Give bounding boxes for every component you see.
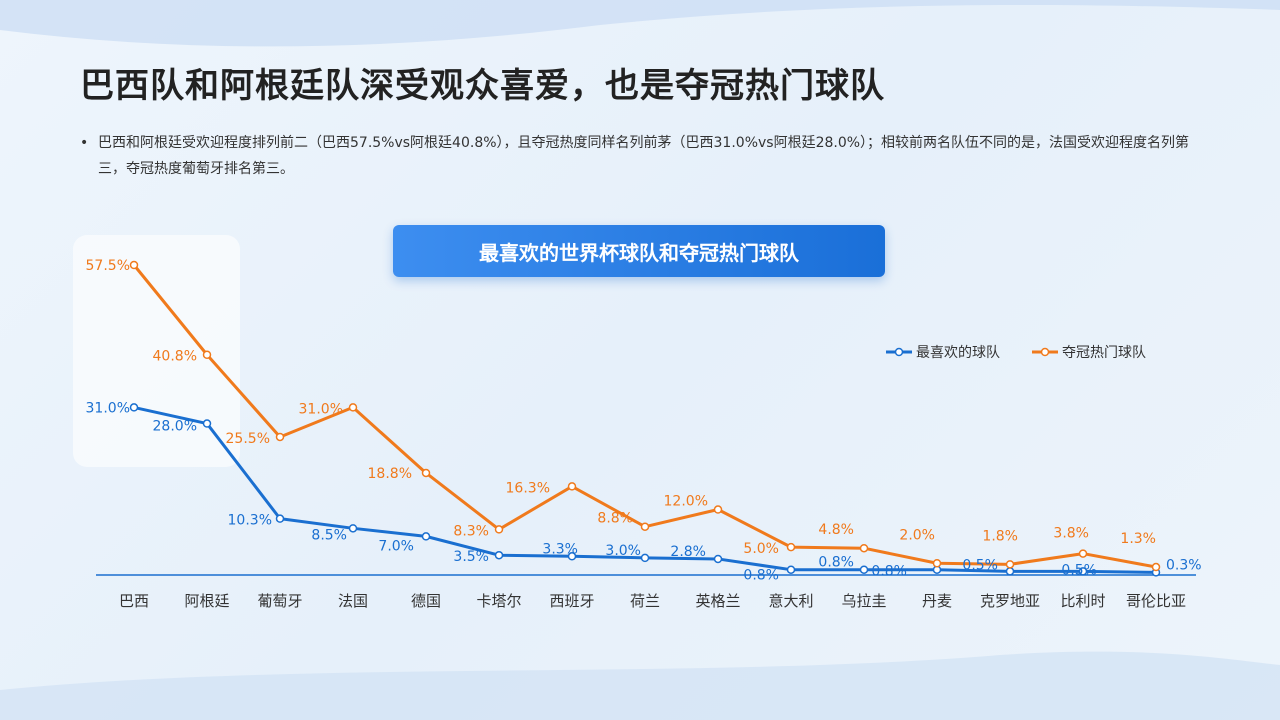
data-label: 8.8% — [597, 511, 633, 527]
data-label: 4.8% — [818, 522, 854, 538]
data-label: 3.8% — [1053, 526, 1089, 542]
x-tick-label: 葡萄牙 — [257, 592, 302, 610]
data-point — [421, 468, 431, 478]
bottom-wave-decoration — [0, 651, 1280, 720]
data-point — [202, 350, 212, 359]
x-tick-label: 哥伦比亚 — [1126, 592, 1186, 610]
data-point — [1151, 562, 1161, 572]
data-point — [494, 525, 504, 534]
data-point — [786, 542, 796, 552]
legend-marker-champion — [1040, 347, 1050, 357]
data-label: 31.0% — [299, 401, 343, 417]
data-point — [1005, 567, 1015, 576]
data-label: 1.3% — [1120, 531, 1156, 547]
data-label: 3.0% — [605, 543, 641, 559]
data-point — [1005, 560, 1015, 569]
data-label: 2.8% — [670, 544, 706, 560]
top-wave-decoration — [0, 0, 1280, 47]
data-point — [713, 505, 723, 514]
data-label: 0.5% — [1061, 562, 1097, 578]
data-point — [567, 552, 577, 561]
bullet-dot: • — [80, 135, 89, 151]
x-tick-label: 乌拉圭 — [841, 592, 886, 610]
data-label: 40.8% — [153, 349, 197, 365]
chart-title: 最喜欢的世界杯球队和夺冠热门球队 — [393, 225, 885, 277]
x-tick-label: 克罗地亚 — [980, 592, 1040, 610]
x-tick-label: 卡塔尔 — [476, 592, 521, 610]
data-label: 25.5% — [226, 431, 270, 447]
data-point — [129, 403, 139, 412]
x-tick-label: 巴西 — [119, 592, 149, 610]
x-tick-label: 意大利 — [768, 592, 813, 610]
data-point — [640, 522, 650, 531]
legend-label-champion: 夺冠热门球队 — [1062, 345, 1146, 361]
data-point — [494, 550, 504, 560]
data-label: 3.3% — [542, 541, 578, 557]
data-label: 10.3% — [228, 513, 272, 529]
x-tick-label: 法国 — [338, 592, 368, 610]
data-label: 5.0% — [743, 541, 779, 557]
data-label: 0.8% — [871, 564, 907, 580]
legend-marker-favorite — [894, 347, 904, 357]
page-title: 巴西队和阿根廷队深受观众喜爱，也是夺冠热门球队 — [80, 66, 885, 106]
data-label: 8.5% — [311, 527, 347, 543]
summary-bullet: • 巴西和阿根廷受欢迎程度排列前二（巴西57.5%vs阿根廷40.8%），且夺冠… — [80, 130, 1200, 182]
data-point — [275, 432, 285, 442]
data-label: 57.5% — [86, 258, 130, 274]
series-line-champion — [132, 264, 1157, 569]
data-label: 0.8% — [743, 568, 779, 584]
summary-text: 巴西和阿根廷受欢迎程度排列前二（巴西57.5%vs阿根廷40.8%），且夺冠热度… — [98, 135, 1190, 177]
x-tick-label: 英格兰 — [695, 592, 740, 610]
data-point — [932, 559, 942, 568]
data-point — [640, 553, 650, 563]
data-point — [859, 543, 869, 553]
data-point — [1078, 567, 1088, 576]
data-point — [348, 524, 358, 533]
data-label: 18.8% — [368, 466, 412, 482]
data-point — [713, 554, 723, 564]
data-point — [275, 514, 285, 523]
x-tick-label: 阿根廷 — [184, 592, 229, 610]
data-point — [129, 260, 139, 270]
data-label: 8.3% — [453, 523, 489, 539]
x-tick-label: 丹麦 — [922, 592, 952, 610]
x-tick-label: 德国 — [411, 592, 441, 610]
data-label: 0.3% — [1166, 557, 1202, 573]
x-tick-label: 荷兰 — [630, 592, 660, 610]
data-point — [567, 482, 577, 491]
x-tick-label: 比利时 — [1060, 592, 1105, 610]
series-line-favorite — [133, 405, 1157, 574]
data-label: 28.0% — [153, 419, 197, 435]
data-label: 0.5% — [962, 557, 998, 573]
data-point — [1078, 549, 1088, 558]
data-point — [348, 403, 358, 412]
data-label: 7.0% — [378, 538, 414, 554]
data-point — [786, 565, 796, 574]
data-label: 0.8% — [818, 555, 854, 571]
legend-label-favorite: 最喜欢的球队 — [916, 345, 1000, 361]
data-label: 12.0% — [664, 494, 708, 510]
data-label: 2.0% — [899, 527, 935, 543]
data-point — [202, 419, 212, 428]
data-point — [859, 565, 869, 574]
data-point — [421, 532, 431, 541]
data-label: 3.5% — [453, 549, 489, 565]
x-tick-label: 西班牙 — [549, 592, 594, 610]
data-label: 16.3% — [506, 480, 550, 496]
data-label: 31.0% — [86, 400, 130, 416]
data-label: 1.8% — [982, 528, 1018, 544]
